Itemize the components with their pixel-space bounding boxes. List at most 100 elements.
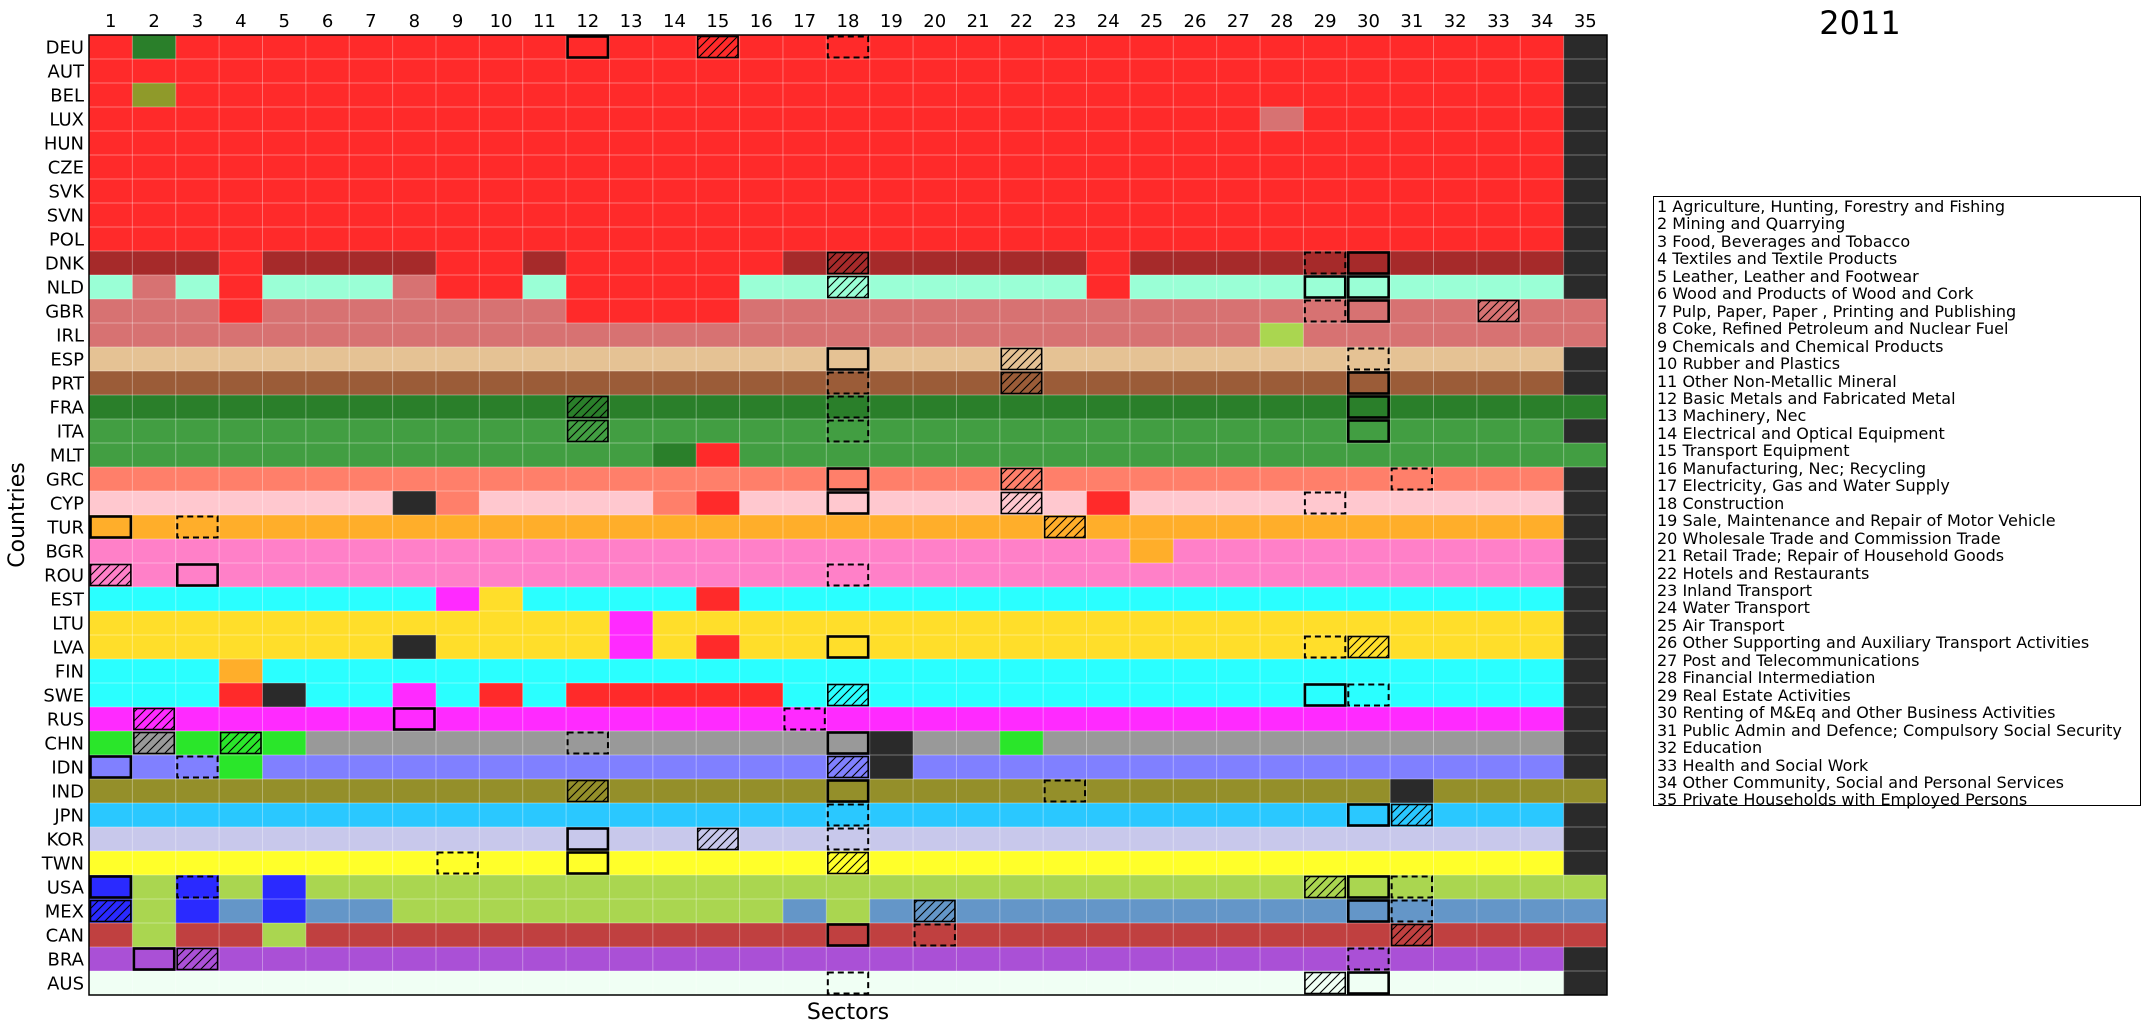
heatmap-cell xyxy=(479,587,524,612)
heatmap-cell xyxy=(1390,563,1434,588)
heatmap-cell xyxy=(1043,155,1087,180)
hatched-marker xyxy=(1390,923,1433,947)
heatmap-cell xyxy=(739,731,784,756)
y-tick-label: IDN xyxy=(51,758,84,779)
heatmap-cell xyxy=(1346,83,1391,108)
heatmap-cell xyxy=(1520,707,1565,732)
heatmap-cell xyxy=(652,59,697,84)
heatmap-cell xyxy=(1086,851,1131,876)
heatmap-cell xyxy=(652,875,697,900)
heatmap-cell xyxy=(566,587,610,612)
heatmap-cell xyxy=(1303,467,1348,492)
x-tick-label: 4 xyxy=(235,11,246,32)
heatmap-cell xyxy=(522,59,567,84)
heatmap-cell xyxy=(1129,923,1174,948)
heatmap-cell xyxy=(696,251,740,276)
heatmap-cell xyxy=(609,323,654,348)
heatmap-cell xyxy=(566,347,610,372)
heatmap-cell xyxy=(89,347,133,372)
heatmap-cell xyxy=(1346,947,1391,972)
heatmap-cell xyxy=(479,707,524,732)
heatmap-cell xyxy=(826,947,871,972)
heatmap-cell xyxy=(609,107,654,132)
heatmap-cell xyxy=(826,83,871,108)
heatmap-cell xyxy=(1346,467,1391,492)
heatmap-cell xyxy=(392,107,437,132)
heatmap-cell xyxy=(1476,779,1521,804)
heatmap-cell xyxy=(435,443,480,468)
legend-item: 19 Sale, Maintenance and Repair of Motor… xyxy=(1657,511,2056,531)
heatmap-cell xyxy=(305,947,350,972)
heatmap-cell xyxy=(1346,35,1391,60)
hatched-marker xyxy=(1000,467,1043,491)
hatched-marker xyxy=(827,851,869,875)
heatmap-cell xyxy=(1346,971,1391,996)
heatmap-cell xyxy=(1520,227,1565,252)
heatmap-cell xyxy=(566,515,610,540)
heatmap-cell xyxy=(1216,371,1261,396)
heatmap-cell xyxy=(999,227,1044,252)
hatched-marker xyxy=(89,563,132,587)
heatmap-cell xyxy=(1433,299,1478,324)
heatmap-cell xyxy=(1129,539,1174,564)
heatmap-cell xyxy=(652,779,697,804)
y-tick-label: FRA xyxy=(50,398,85,419)
heatmap-cell xyxy=(175,467,220,492)
heatmap-cell xyxy=(696,971,740,996)
heatmap-cell xyxy=(219,899,263,924)
heatmap-cell xyxy=(1086,731,1131,756)
hatched-marker xyxy=(1477,299,1520,323)
heatmap-cell xyxy=(132,155,177,180)
heatmap-cell xyxy=(913,275,957,300)
dashed-marker xyxy=(826,371,870,395)
heatmap-cell xyxy=(175,155,220,180)
heatmap-cell xyxy=(1129,275,1174,300)
heatmap-cell xyxy=(435,275,480,300)
heatmap-cell xyxy=(349,875,393,900)
heatmap-cell xyxy=(1390,227,1434,252)
heatmap-cell xyxy=(696,155,740,180)
heatmap-cell xyxy=(305,35,350,60)
heatmap-cell xyxy=(869,35,914,60)
heatmap-cell xyxy=(1303,539,1348,564)
heatmap-cell xyxy=(262,851,307,876)
heatmap-cell xyxy=(479,395,524,420)
heatmap-cell xyxy=(522,923,567,948)
heatmap-cell xyxy=(349,419,393,444)
heatmap-cell xyxy=(609,443,654,468)
heatmap-cell xyxy=(739,491,784,516)
heatmap-cell xyxy=(1476,323,1521,348)
heatmap-cell xyxy=(956,539,1001,564)
heatmap-cell xyxy=(175,299,220,324)
heatmap-cell xyxy=(219,491,263,516)
heatmap-cell xyxy=(956,515,1001,540)
heatmap-cell xyxy=(349,203,393,228)
heatmap-cell xyxy=(175,83,220,108)
heatmap-cell xyxy=(1260,491,1304,516)
heatmap-cell xyxy=(1563,203,1608,228)
heatmap-cell xyxy=(1433,467,1478,492)
heatmap-cell xyxy=(262,923,307,948)
heatmap-cell xyxy=(1433,683,1478,708)
heatmap-cell xyxy=(435,83,480,108)
heatmap-cell xyxy=(89,107,133,132)
heatmap-cell xyxy=(175,251,220,276)
heatmap-cell xyxy=(1303,347,1348,372)
heatmap-cell xyxy=(1043,803,1087,828)
legend-item: 35 Private Households with Employed Pers… xyxy=(1657,790,2028,810)
heatmap-cell xyxy=(696,707,740,732)
heatmap-cell xyxy=(1086,539,1131,564)
heatmap-cell xyxy=(1390,635,1434,660)
heatmap-cell xyxy=(1433,251,1478,276)
heatmap-cell xyxy=(739,59,784,84)
heatmap-cell xyxy=(609,347,654,372)
heatmap-cell xyxy=(652,467,697,492)
heatmap-cell xyxy=(1043,851,1087,876)
heatmap-cell xyxy=(435,779,480,804)
heatmap-cell xyxy=(522,179,567,204)
heatmap-cell xyxy=(1346,443,1391,468)
dashed-marker xyxy=(1303,635,1347,659)
heatmap-cell xyxy=(1043,827,1087,852)
heatmap-cell xyxy=(132,515,177,540)
heatmap-cell xyxy=(1476,395,1521,420)
